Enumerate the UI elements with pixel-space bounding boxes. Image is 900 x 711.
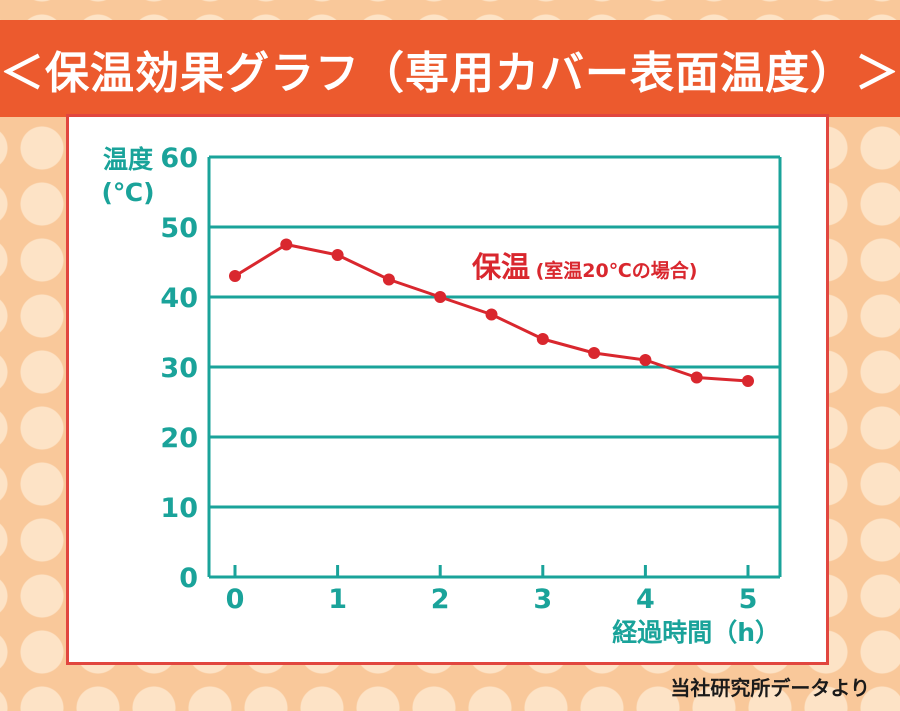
x-tick-label-2: 2 bbox=[431, 584, 450, 615]
data-point-2 bbox=[331, 249, 344, 261]
x-axis-label: 経過時間（h） bbox=[612, 618, 780, 647]
y-tick-label-30: 30 bbox=[160, 353, 198, 384]
x-tick-labels: 0 1 2 3 4 5 bbox=[226, 584, 758, 615]
data-point-5 bbox=[485, 308, 498, 321]
chart-title: ＜保温効果グラフ（専用カバー表面温度）＞ bbox=[0, 47, 900, 99]
y-tick-label-40: 40 bbox=[160, 283, 198, 314]
data-point-9 bbox=[690, 371, 703, 384]
data-point-1 bbox=[280, 238, 293, 251]
data-point-4 bbox=[434, 291, 447, 303]
data-point-7 bbox=[588, 347, 601, 359]
series-label: 保温 (室温20℃の場合) bbox=[471, 250, 697, 284]
axes bbox=[207, 157, 782, 579]
y-tick-label-20: 20 bbox=[160, 423, 198, 454]
chart-panel bbox=[66, 114, 829, 665]
data-point-8 bbox=[639, 354, 652, 366]
y-tick-label-0: 0 bbox=[179, 563, 198, 594]
series-note: (室温20℃の場合) bbox=[536, 259, 698, 282]
series-hoon bbox=[229, 238, 754, 387]
x-tick-label-5: 5 bbox=[739, 584, 758, 615]
gridlines bbox=[209, 155, 780, 577]
title-banner: ＜保温効果グラフ（専用カバー表面温度）＞ bbox=[0, 20, 900, 117]
y-axis-label-line1: 温度 bbox=[103, 145, 153, 174]
source-note: 当社研究所データより bbox=[670, 676, 870, 700]
data-point-0 bbox=[229, 270, 241, 282]
x-tick-label-3: 3 bbox=[533, 584, 552, 615]
series-name: 保温 bbox=[471, 250, 530, 284]
y-tick-label-10: 10 bbox=[160, 493, 198, 524]
y-tick-label-50: 50 bbox=[160, 213, 198, 244]
y-tick-labels: 0 10 20 30 40 50 60 bbox=[160, 143, 198, 594]
x-tick-label-4: 4 bbox=[636, 584, 655, 615]
data-point-3 bbox=[382, 273, 395, 286]
x-tick-label-1: 1 bbox=[328, 584, 347, 615]
y-tick-label-60: 60 bbox=[160, 143, 198, 174]
data-point-6 bbox=[536, 333, 549, 345]
y-axis-label-line2: (℃) bbox=[101, 178, 154, 207]
data-point-10 bbox=[742, 375, 754, 387]
x-tick-label-0: 0 bbox=[226, 584, 245, 615]
